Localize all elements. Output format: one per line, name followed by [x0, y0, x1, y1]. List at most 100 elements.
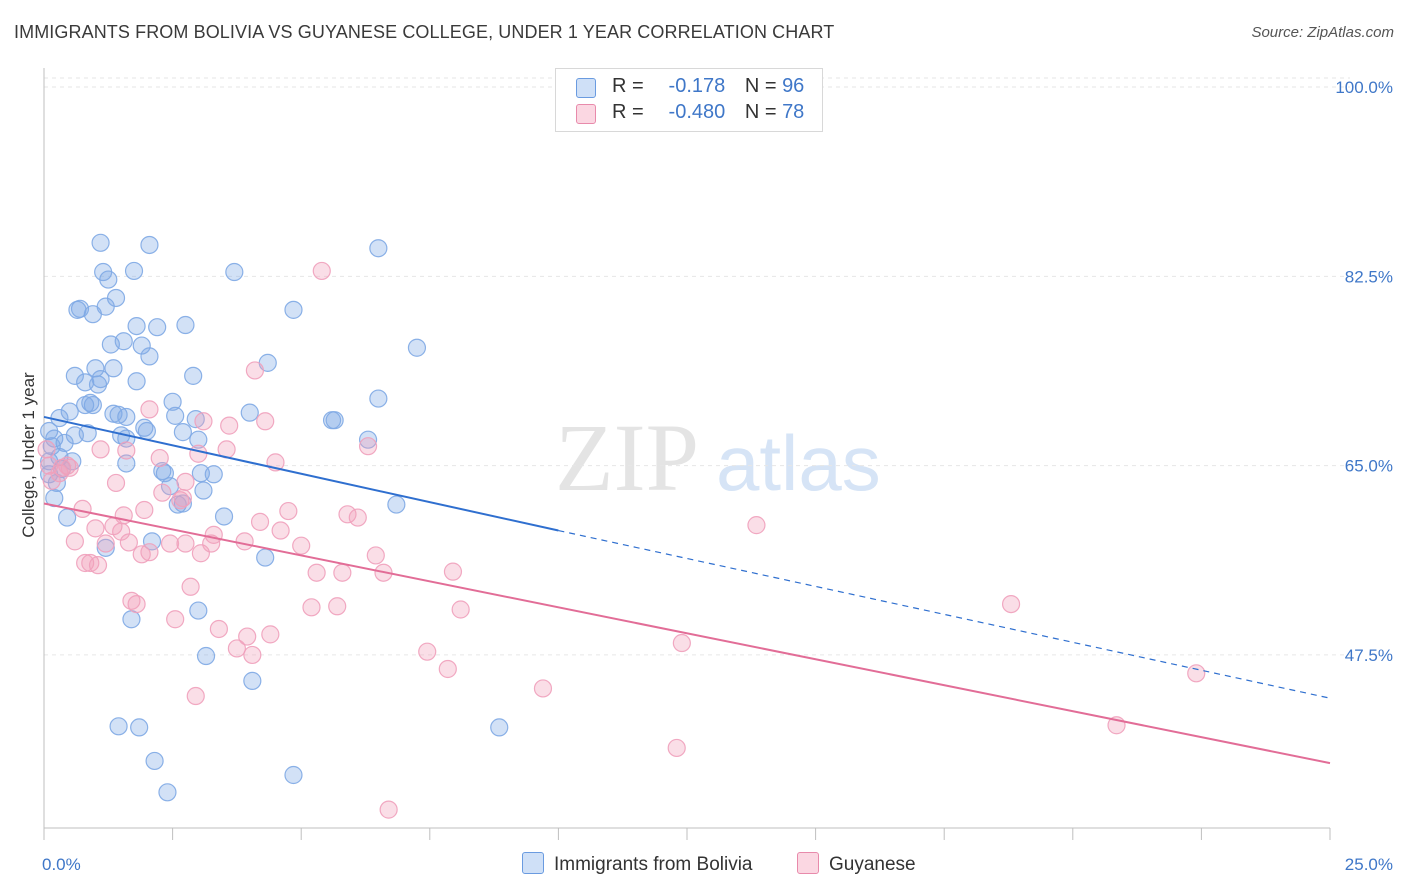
y-tick-label: 65.0%: [1345, 457, 1393, 476]
data-point: [387, 495, 406, 514]
trend-line-bolivia-extension: [558, 529, 1331, 699]
data-point: [302, 598, 321, 617]
data-point: [55, 433, 74, 453]
chart-title: IMMIGRANTS FROM BOLIVIA VS GUYANESE COLL…: [14, 22, 835, 42]
data-point: [114, 332, 133, 351]
data-point: [186, 686, 205, 706]
trend-line-guyanese: [43, 502, 1331, 765]
data-point: [42, 471, 61, 490]
data-point: [490, 718, 509, 737]
data-point: [127, 372, 146, 391]
data-point: [106, 288, 126, 308]
legend-text-guyanese: R = -0.480 N = 78: [612, 101, 805, 123]
data-point: [65, 366, 84, 385]
data-point: [122, 591, 141, 610]
data-point: [176, 472, 195, 491]
data-point: [284, 765, 303, 785]
y-axis-label: College, Under 1 year: [19, 372, 38, 538]
data-point: [369, 389, 388, 408]
data-point: [238, 627, 257, 646]
watermark-atlas: atlas: [716, 419, 881, 507]
data-point: [196, 646, 216, 666]
data-point: [91, 440, 110, 459]
data-point: [240, 403, 259, 422]
bottom-legend-swatch-bolivia: [522, 852, 544, 874]
data-point: [99, 270, 118, 289]
data-point: [117, 407, 136, 427]
data-point: [220, 416, 239, 435]
data-point: [60, 458, 79, 477]
data-point: [358, 437, 378, 456]
data-point: [184, 366, 203, 385]
data-point: [451, 600, 470, 619]
data-point: [256, 412, 275, 431]
data-point: [243, 645, 262, 665]
data-point: [250, 512, 270, 531]
y-tick-label: 100.0%: [1335, 78, 1393, 97]
data-point: [150, 448, 169, 468]
data-point: [140, 543, 159, 562]
data-point: [37, 440, 56, 459]
stats-legend: R = -0.178 N = 96 R = -0.480 N = 78: [555, 68, 823, 132]
data-point: [418, 642, 437, 661]
source-label: Source: ZipAtlas.com: [1251, 24, 1394, 41]
data-point: [204, 465, 223, 484]
data-point: [163, 392, 182, 411]
x-tick-label: 25.0%: [1345, 855, 1393, 874]
data-point: [140, 400, 159, 419]
data-point: [119, 533, 138, 552]
data-point: [81, 393, 100, 412]
data-point: [158, 783, 177, 802]
data-point: [173, 494, 192, 513]
bottom-legend-label-bolivia: Immigrants from Bolivia: [554, 854, 753, 875]
data-point: [142, 532, 162, 551]
y-tick-label: 82.5%: [1345, 267, 1393, 286]
data-point: [127, 316, 146, 336]
data-point: [366, 546, 385, 565]
data-point: [83, 395, 102, 415]
data-point: [122, 610, 141, 629]
data-point: [124, 261, 144, 281]
data-point: [194, 481, 213, 500]
watermark-zip: ZIP: [555, 404, 699, 511]
data-point: [333, 563, 352, 582]
data-point: [256, 548, 275, 567]
data-point: [160, 534, 180, 553]
data-point: [279, 501, 298, 521]
data-point: [443, 562, 463, 581]
data-point: [271, 521, 290, 540]
data-point: [189, 430, 208, 449]
data-point: [96, 538, 115, 557]
bottom-legend-label-guyanese: Guyanese: [829, 854, 916, 875]
legend-text-bolivia: R = -0.178 N = 96: [612, 75, 805, 97]
data-point: [189, 444, 208, 463]
data-point: [106, 473, 126, 493]
data-point: [104, 359, 123, 378]
data-point: [225, 262, 244, 282]
data-point: [140, 235, 159, 255]
data-point: [1187, 664, 1206, 683]
data-point: [245, 361, 265, 380]
series-bolivia: [40, 233, 509, 802]
data-point: [88, 556, 108, 575]
x-tick-label: 0.0%: [42, 855, 81, 874]
trend-line-bolivia: [43, 415, 559, 532]
legend-swatch-guyanese: [576, 104, 596, 124]
data-point: [135, 500, 154, 520]
trend-layer: [43, 415, 1331, 765]
data-point: [153, 483, 172, 502]
data-point: [135, 418, 154, 437]
data-point: [176, 534, 195, 553]
bottom-legend-guyanese: Guyanese: [797, 852, 916, 876]
data-point: [214, 507, 234, 526]
data-point: [209, 619, 228, 639]
data-point: [145, 751, 164, 771]
data-point: [312, 261, 331, 281]
data-point: [140, 347, 159, 366]
data-point: [747, 516, 766, 535]
data-point: [130, 718, 149, 737]
bottom-legend-bolivia: Immigrants from Bolivia: [522, 852, 753, 876]
data-point: [292, 536, 311, 555]
grid-lines: [44, 77, 1350, 656]
